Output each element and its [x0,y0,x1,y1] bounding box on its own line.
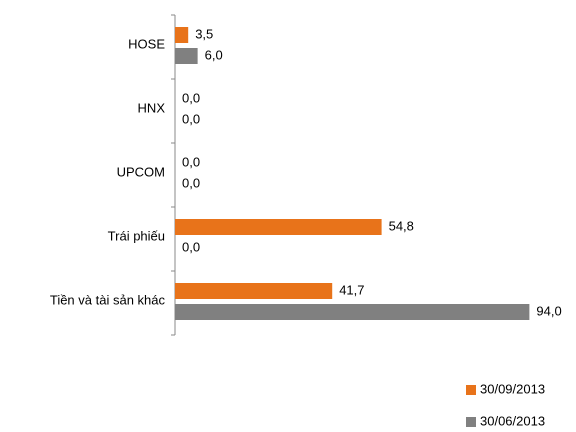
category-label: UPCOM [117,164,165,179]
value-label: 0,0 [182,175,200,190]
bar [175,48,198,64]
value-label: 54,8 [389,218,414,233]
value-label: 0,0 [182,111,200,126]
value-label: 0,0 [182,239,200,254]
bar [175,304,530,320]
value-label: 0,0 [182,90,200,105]
legend-label: 30/09/2013 [480,381,545,396]
category-label: Trái phiếu [108,228,165,243]
value-label: 41,7 [339,282,364,297]
category-label: HNX [138,100,166,115]
category-label: HOSE [128,36,165,51]
legend-label: 30/06/2013 [480,413,545,428]
bar [175,283,333,299]
category-label: Tiền và tài sản khác [50,292,166,307]
value-label: 0,0 [182,154,200,169]
legend-swatch [466,417,476,427]
bar [175,219,382,235]
value-label: 3,5 [195,26,213,41]
legend-swatch [466,385,476,395]
bar [175,27,189,43]
value-label: 6,0 [205,47,223,62]
value-label: 94,0 [536,303,561,318]
